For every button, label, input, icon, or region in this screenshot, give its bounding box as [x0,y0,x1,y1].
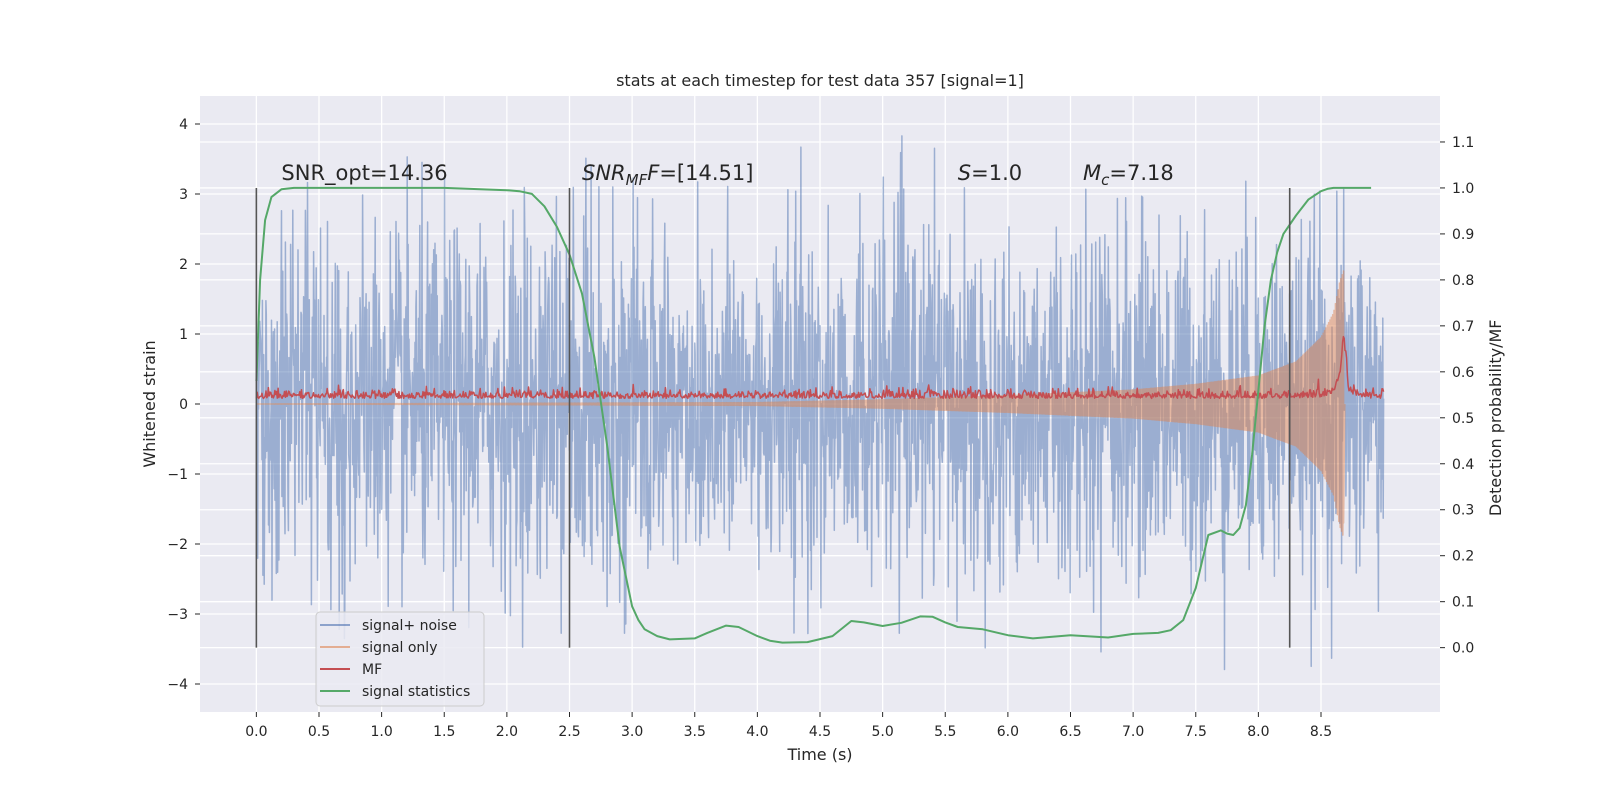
annotation-2: SNRMFF=[14.51] [582,161,753,189]
x-tick-label: 1.0 [370,724,392,740]
series-mf-line [255,335,1385,400]
series-signal-statistics-line [255,186,1372,644]
x-tick-label: 7.5 [1185,724,1207,740]
y-tick-label: 3 [179,187,188,203]
x-axis-label: Time (s) [786,745,852,764]
y2-tick-label: 0.1 [1452,595,1474,611]
y-tick-label: 4 [179,117,188,133]
y2-tick-label: 0.2 [1452,549,1474,565]
x-tick-label: 0.0 [245,724,267,740]
y-tick-label: −1 [167,467,188,483]
x-tick-label: 3.5 [684,724,706,740]
x-tick-label: 6.5 [1059,724,1081,740]
legend-label: MF [362,662,382,678]
annotations: SNR_opt=14.36 SNRMFF=[14.51] S=1.0 Mc=7.18 [281,161,1173,189]
x-tick-label: 4.0 [746,724,768,740]
y2-tick-label: 0.3 [1452,503,1474,519]
y2-tick-label: 0.0 [1452,641,1474,657]
x-tick-label: 4.5 [809,724,831,740]
annotation-1: SNR_opt=14.36 [281,161,447,186]
annotation-4: Mc=7.18 [1083,161,1174,189]
y2-tick-label: 0.4 [1452,457,1474,473]
x-tick-label: 8.5 [1310,724,1332,740]
x-tick-label: 5.0 [871,724,893,740]
y2-tick-label: 0.5 [1452,411,1474,427]
y-tick-label: −4 [167,677,188,693]
y2-axis-label: Detection probability/MF [1486,320,1505,517]
chart-title: stats at each timestep for test data 357… [616,71,1024,90]
legend-label: signal+ noise [362,618,457,634]
legend-label: signal only [362,640,437,656]
y2-tick-label: 1.0 [1452,181,1474,197]
annotation-3: S=1.0 [958,161,1022,185]
series-signal-noise-line [255,135,1385,671]
x-tick-label: 2.5 [558,724,580,740]
ticks: 0.0 0.5 1.0 1.5 2.0 2.5 3.0 3.5 4.0 4.5 5.0 5.5 6.0 6… [167,117,1474,740]
x-tick-label: 8.0 [1247,724,1269,740]
y-tick-label: 1 [179,327,188,343]
y2-tick-label: 0.9 [1452,227,1474,243]
legend-label: signal statistics [362,684,470,700]
y2-tick-label: 0.6 [1452,365,1474,381]
y-axis-label: Whitened strain [140,340,159,467]
y-tick-label: 2 [179,257,188,273]
series-group [255,135,1385,671]
x-tick-label: 0.5 [308,724,330,740]
y-tick-label: −3 [167,607,188,623]
y-tick-label: −2 [167,537,188,553]
legend: signal+ noise signal only MF signal statist… [315,611,485,707]
y2-tick-label: 1.1 [1452,135,1474,151]
vertical-lines [255,187,1291,648]
y2-tick-label: 0.7 [1452,319,1474,335]
x-tick-label: 7.0 [1122,724,1144,740]
x-tick-label: 6.0 [997,724,1019,740]
series-signal-only-line [256,270,1346,536]
x-tick-label: 1.5 [433,724,455,740]
x-tick-label: 3.0 [621,724,643,740]
y-tick-label: 0 [179,397,188,413]
legend-box [315,611,485,707]
x-tick-label: 2.0 [496,724,518,740]
y2-tick-label: 0.8 [1452,273,1474,289]
x-tick-label: 5.5 [934,724,956,740]
